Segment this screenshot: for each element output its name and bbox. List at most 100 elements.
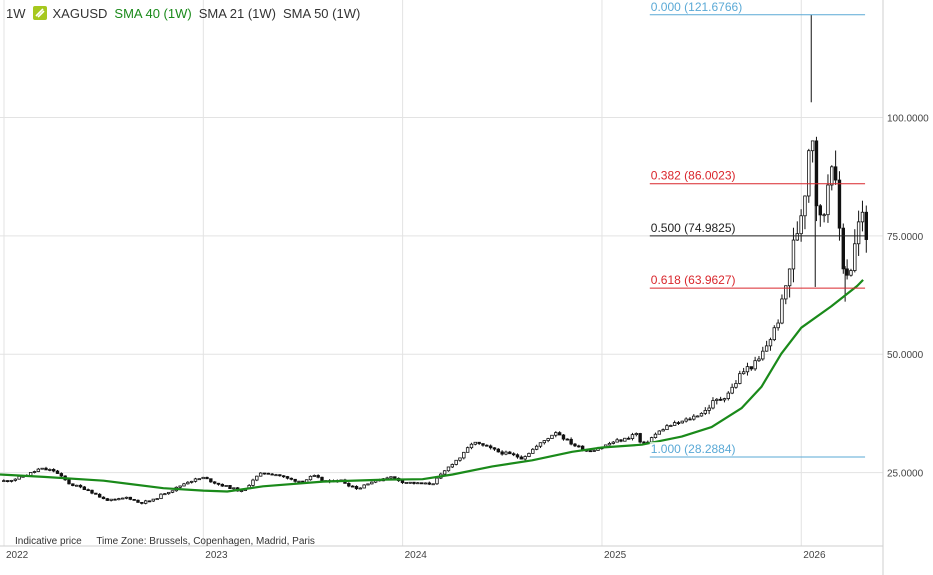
candle-body <box>680 420 684 424</box>
candle-body <box>688 418 692 421</box>
candle-body <box>661 429 665 432</box>
candle-body <box>780 298 784 324</box>
candle-body <box>784 285 788 300</box>
candle-body <box>400 480 405 484</box>
symbol-icon <box>32 6 47 20</box>
candle-body <box>220 483 225 487</box>
candle-body <box>224 485 228 487</box>
candle-body <box>209 478 213 483</box>
candle-body <box>5 480 10 482</box>
candle-body <box>36 468 41 472</box>
candle-body <box>423 482 428 485</box>
candle-body <box>718 398 723 401</box>
candle-body <box>446 466 451 472</box>
interval-label[interactable]: 1W <box>6 5 26 21</box>
candle-body <box>569 438 573 445</box>
candle-body <box>316 475 320 478</box>
candle-body <box>251 479 255 486</box>
candle-body <box>715 398 719 401</box>
candle-body <box>48 469 52 471</box>
candle-body <box>611 441 616 444</box>
candle-body <box>412 481 416 484</box>
candle-body <box>860 211 865 223</box>
candle-body <box>55 470 60 474</box>
candle-body <box>642 441 646 444</box>
candle-body <box>810 140 815 152</box>
candle-body <box>44 467 48 471</box>
candle-body <box>703 410 707 414</box>
symbol-label[interactable]: XAGUSD <box>52 5 108 21</box>
candle-body <box>354 485 359 490</box>
fib-level-label: 0.500 (74.9825) <box>651 221 736 235</box>
candle-body <box>232 487 236 490</box>
candle-body <box>565 438 570 441</box>
candle-body <box>94 492 98 495</box>
candle-body <box>669 425 673 427</box>
candle-body <box>105 498 110 501</box>
timezone-note: Time Zone: Brussels, Copenhagen, Madrid,… <box>96 536 315 547</box>
candle-body <box>419 482 424 485</box>
candle-body <box>140 501 144 504</box>
candle-body <box>830 166 834 186</box>
candle-body <box>442 470 447 475</box>
candle-body <box>527 452 531 457</box>
y-tick-label: 25.0000 <box>887 469 924 480</box>
candle-body <box>676 422 681 424</box>
candle-body <box>32 471 37 473</box>
candle-body <box>787 268 792 287</box>
candle-body <box>837 179 842 229</box>
candle-body <box>757 358 761 362</box>
candle-body <box>274 474 278 477</box>
fib-label-bg <box>649 442 737 457</box>
candle-body <box>657 430 661 435</box>
fib-level-label: 0.000 (121.6766) <box>651 0 742 14</box>
candle-body <box>519 456 524 460</box>
candle-body <box>462 451 466 459</box>
candle-body <box>856 221 861 245</box>
indicative-price-note: Indicative price <box>15 536 82 547</box>
y-tick-label: 100.0000 <box>887 113 929 124</box>
candle-body <box>822 214 826 217</box>
candle-body <box>90 489 94 494</box>
candle-body <box>189 480 194 483</box>
candle-body <box>170 490 175 493</box>
indicator-sma21[interactable]: SMA 21 (1W) <box>198 5 276 21</box>
candle-body <box>749 366 753 370</box>
candle-body <box>366 483 370 486</box>
x-tick-label: 2023 <box>205 550 228 561</box>
candle-body <box>312 475 317 477</box>
candle-body <box>791 239 796 270</box>
candle-body <box>534 445 539 450</box>
candle-body <box>753 360 757 370</box>
candle-body <box>833 166 838 181</box>
candle-body <box>764 345 769 352</box>
candle-body <box>358 487 363 490</box>
candle-body <box>17 475 21 480</box>
candle-body <box>347 482 351 487</box>
candle-body <box>278 474 282 477</box>
candle-body <box>147 500 152 503</box>
candle-body <box>550 434 554 439</box>
candle-body <box>255 475 259 481</box>
candle-body <box>692 415 696 420</box>
candle-body <box>308 475 313 481</box>
candle-body <box>665 425 669 431</box>
candle-body <box>166 491 171 495</box>
y-tick-label: 50.0000 <box>887 350 924 361</box>
candle-body <box>450 464 455 468</box>
candle-body <box>281 475 286 478</box>
candle-body <box>573 443 577 447</box>
candle-body <box>745 366 750 373</box>
candle-body <box>435 477 439 485</box>
candle-body <box>554 432 558 436</box>
candle-body <box>684 418 688 422</box>
fib-level-label: 1.000 (28.2884) <box>651 442 736 456</box>
candle-body <box>826 184 830 216</box>
candle-body <box>151 498 156 502</box>
candle-body <box>101 496 106 500</box>
candle-body <box>761 350 765 360</box>
indicator-sma40[interactable]: SMA 40 (1W) <box>114 5 192 21</box>
indicator-sma50[interactable]: SMA 50 (1W) <box>283 5 361 21</box>
x-tick-label: 2026 <box>803 550 826 561</box>
